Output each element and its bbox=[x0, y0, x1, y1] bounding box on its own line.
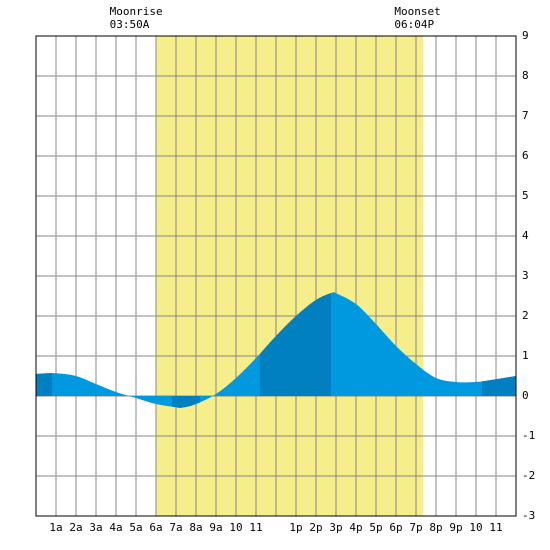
x-tick-label: 11 bbox=[489, 521, 502, 534]
x-tick-label: 3a bbox=[89, 521, 102, 534]
annotation-label: Moonset bbox=[394, 5, 440, 18]
y-tick-label: 2 bbox=[522, 309, 529, 322]
y-tick-label: 3 bbox=[522, 269, 529, 282]
y-tick-label: 6 bbox=[522, 149, 529, 162]
x-tick-label: 4a bbox=[109, 521, 122, 534]
x-tick-label: 6a bbox=[149, 521, 162, 534]
y-tick-label: 0 bbox=[522, 389, 529, 402]
x-tick-label: 1a bbox=[49, 521, 62, 534]
y-tick-label: 7 bbox=[522, 109, 529, 122]
y-tick-label: 5 bbox=[522, 189, 529, 202]
x-tick-label: 5a bbox=[129, 521, 142, 534]
plot-border bbox=[35, 35, 517, 517]
y-tick-label: 9 bbox=[522, 29, 529, 42]
x-tick-label: 9p bbox=[449, 521, 462, 534]
x-tick-label: 5p bbox=[369, 521, 382, 534]
x-tick-label: 8a bbox=[189, 521, 202, 534]
x-tick-label: 10 bbox=[469, 521, 482, 534]
x-tick-label: 6p bbox=[389, 521, 402, 534]
y-tick-label: 4 bbox=[522, 229, 529, 242]
x-tick-label: 1p bbox=[289, 521, 302, 534]
x-tick-label: 8p bbox=[429, 521, 442, 534]
x-tick-label: 2a bbox=[69, 521, 82, 534]
x-tick-label: 7a bbox=[169, 521, 182, 534]
y-tick-label: 8 bbox=[522, 69, 529, 82]
x-tick-label: 9a bbox=[209, 521, 222, 534]
annotation-time: 06:04P bbox=[394, 18, 434, 31]
y-tick-label: 1 bbox=[522, 349, 529, 362]
x-tick-label: 10 bbox=[229, 521, 242, 534]
x-tick-label: 2p bbox=[309, 521, 322, 534]
annotation-label: Moonrise bbox=[110, 5, 163, 18]
x-tick-label: 7p bbox=[409, 521, 422, 534]
y-tick-label: -2 bbox=[522, 469, 535, 482]
y-tick-label: -3 bbox=[522, 509, 535, 522]
x-tick-label: 11 bbox=[249, 521, 262, 534]
x-tick-label: 3p bbox=[329, 521, 342, 534]
annotation-time: 03:50A bbox=[110, 18, 150, 31]
x-tick-label: 4p bbox=[349, 521, 362, 534]
y-tick-label: -1 bbox=[522, 429, 535, 442]
